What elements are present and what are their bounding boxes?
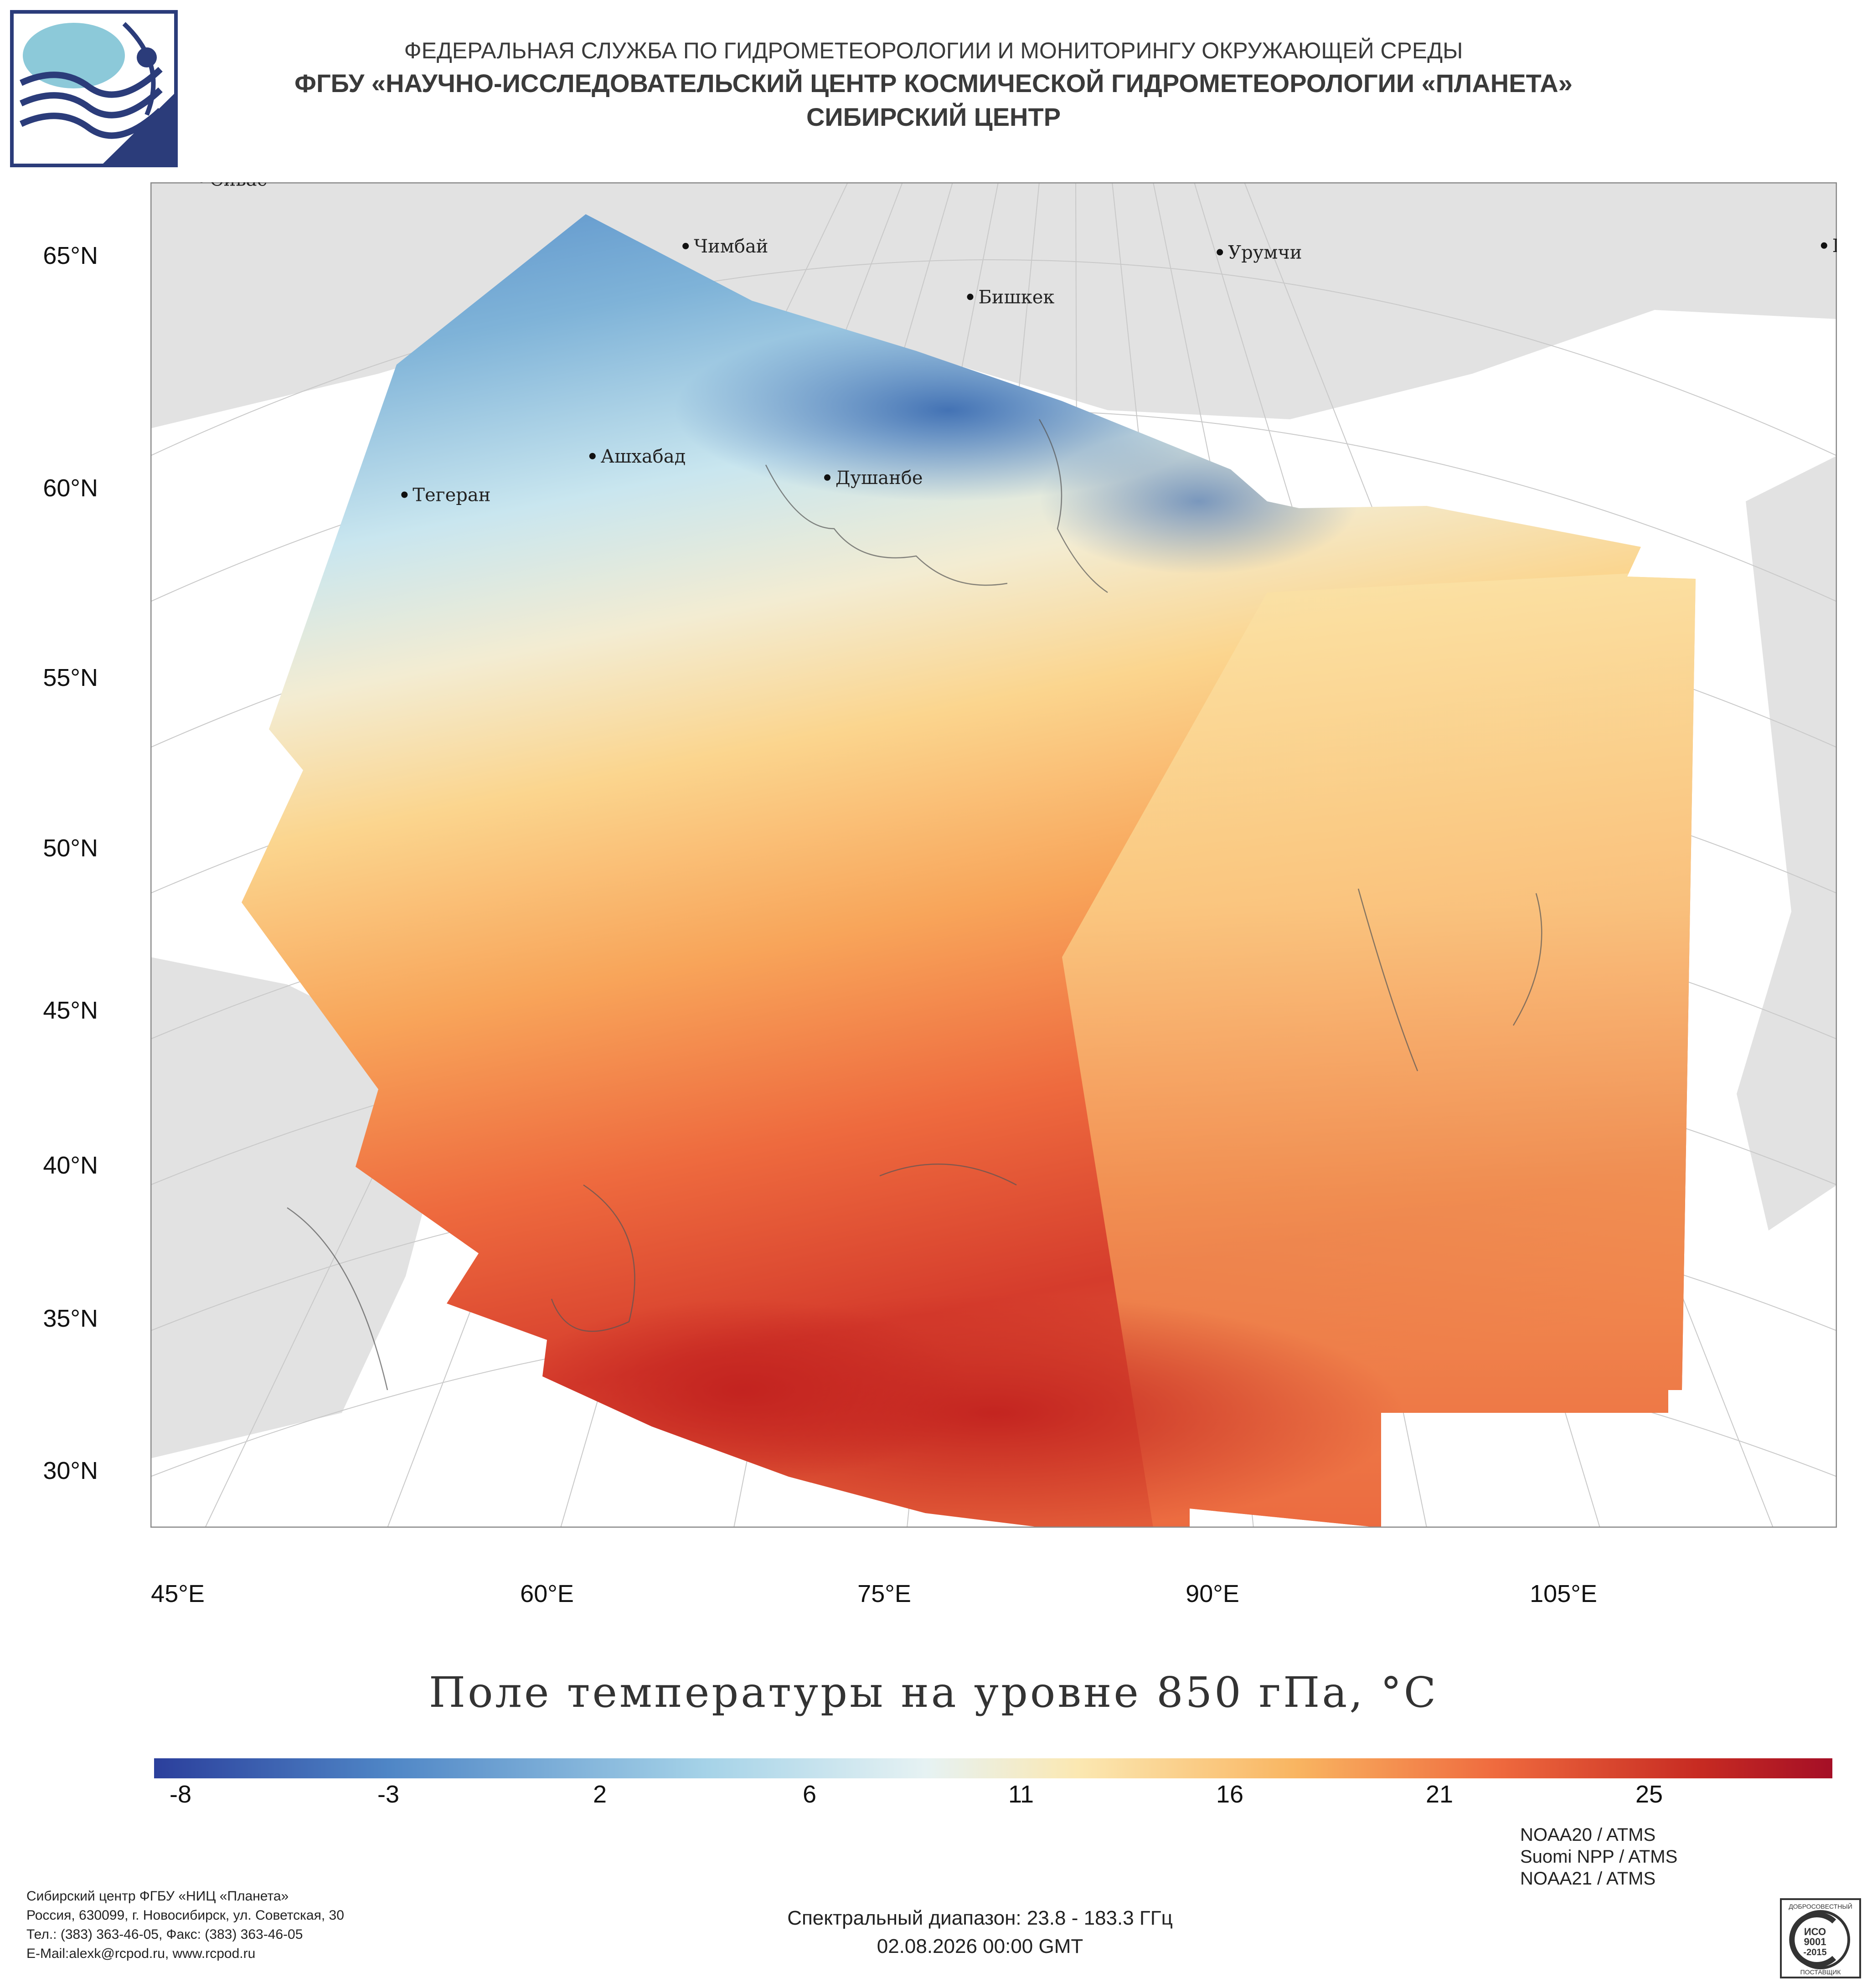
colorbar-label: -8: [169, 1781, 191, 1808]
header-institute: ФГБУ «НАУЧНО-ИССЛЕДОВАТЕЛЬСКИЙ ЦЕНТР КОС…: [294, 69, 1573, 98]
cert-top-text: ДОБРОСОВЕСТНЫЙ: [1789, 1902, 1852, 1910]
lat-label-30: 30°N: [43, 1457, 98, 1484]
lon-label-60: 60°E: [520, 1580, 574, 1607]
lat-label-55: 55°N: [43, 664, 98, 691]
lat-label-40: 40°N: [43, 1152, 98, 1179]
footer-org: Сибирский центр ФГБУ «НИЦ «Планета»: [26, 1889, 289, 1904]
footer-contacts: Сибирский центр ФГБУ «НИЦ «Планета» Росс…: [26, 1887, 344, 1963]
city-label: Бишкек: [979, 287, 1055, 308]
observation-datetime: 02.08.2026 00:00 GMT: [877, 1935, 1083, 1957]
city-marker: [967, 294, 974, 300]
sensor-item: Suomi NPP / ATMS: [1520, 1847, 1678, 1867]
temperature-map: ДиксонХатангаСабеттаНорильскАрхангельскИ…: [150, 182, 1837, 1528]
header-center: СИБИРСКИЙ ЦЕНТР: [806, 103, 1061, 131]
city-marker: [589, 453, 596, 459]
header-agency: ФЕДЕРАЛЬНАЯ СЛУЖБА ПО ГИДРОМЕТЕОРОЛОГИИ …: [404, 38, 1463, 63]
city-label: Сивас: [210, 182, 267, 191]
footer-address: Россия, 630099, г. Новосибирск, ул. Сове…: [26, 1908, 344, 1923]
city-label: Ашхабад: [601, 446, 686, 467]
cert-iso: ИСО: [1804, 1926, 1826, 1937]
city-label: Тегеран: [413, 485, 490, 506]
sensor-item: NOAA21 / ATMS: [1520, 1869, 1656, 1889]
footer-phone: Тел.: (383) 363-46-05, Факс: (383) 363-4…: [26, 1927, 303, 1942]
city-marker: [200, 182, 203, 183]
lat-label-50: 50°N: [43, 834, 98, 862]
lon-label-75: 75°E: [857, 1580, 911, 1607]
city-label: Чимбай: [694, 236, 768, 257]
lat-label-65: 65°N: [43, 242, 98, 269]
colorbar-label: 16: [1216, 1781, 1244, 1808]
lat-label-60: 60°N: [43, 474, 98, 502]
footer-info: Спектральный диапазон: 23.8 - 183.3 ГГц …: [638, 1904, 1322, 1961]
city-marker: [824, 474, 830, 481]
city-marker: [1821, 242, 1827, 249]
lat-label-45: 45°N: [43, 997, 98, 1024]
cert-year: -2015: [1803, 1947, 1826, 1957]
lon-label-90: 90°E: [1186, 1580, 1239, 1607]
footer-email: E-Mail:alexk@rcpod.ru, www.rcpod.ru: [26, 1946, 256, 1961]
planeta-logo: [10, 10, 178, 167]
spectral-range: Спектральный диапазон: 23.8 - 183.3 ГГц: [787, 1907, 1173, 1929]
cert-bottom-text: ПОСТАВЩИК: [1800, 1968, 1841, 1976]
city-marker: [682, 242, 689, 249]
colorbar-label: 11: [1008, 1781, 1034, 1808]
city-label: Пекин: [1832, 236, 1837, 257]
colorbar-label: 25: [1635, 1781, 1663, 1808]
city-label: Урумчи: [1228, 242, 1302, 263]
sensor-list: NOAA20 / ATMS Suomi NPP / ATMS NOAA21 / …: [1520, 1824, 1677, 1890]
map-title: Поле температуры на уровне 850 гПа, °C: [428, 1668, 1439, 1717]
cert-number: 9001: [1804, 1936, 1826, 1947]
city-marker: [1217, 249, 1223, 256]
colorbar-label: 6: [802, 1781, 817, 1808]
city-marker: [401, 491, 408, 498]
temperature-colorbar: [154, 1758, 1832, 1778]
lon-label-45: 45°E: [151, 1580, 205, 1607]
lon-label-105: 105°E: [1530, 1580, 1597, 1607]
lat-label-35: 35°N: [43, 1305, 98, 1332]
city-label: Душанбе: [836, 468, 923, 489]
colorbar-label: -3: [377, 1781, 399, 1808]
sensor-item: NOAA20 / ATMS: [1520, 1825, 1656, 1845]
colorbar-label: 21: [1425, 1781, 1454, 1808]
iso-certificate-badge: ДОБРОСОВЕСТНЫЙ ИСО 9001 -2015 ПОСТАВЩИК: [1780, 1898, 1861, 1978]
colorbar-label: 2: [593, 1781, 607, 1808]
